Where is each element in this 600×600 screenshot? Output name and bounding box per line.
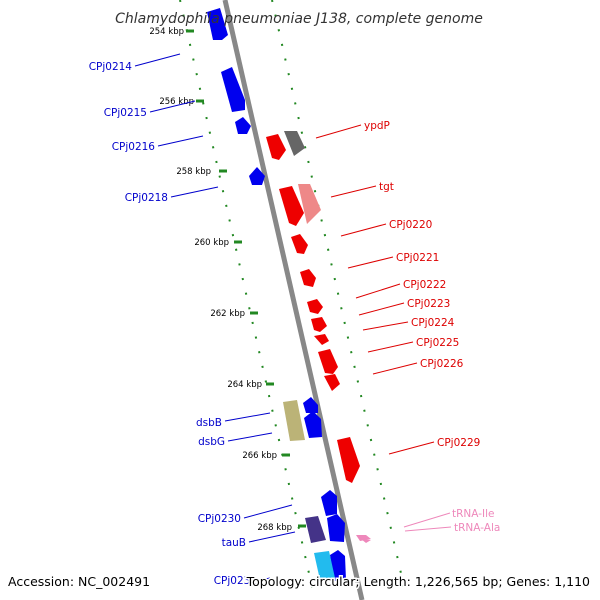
gene-label-cpj0224[interactable]: CPj0224 [411,317,455,329]
gene-label-cpj0215[interactable]: CPj0215 [104,107,147,119]
gene-label-cpj0220[interactable]: CPj0220 [389,219,432,231]
genome-backbone [222,0,365,600]
leader-line [362,321,409,331]
gene-arrow-red[interactable] [307,299,323,314]
leader-line [347,256,394,269]
gene-arrow-blue[interactable] [327,514,345,542]
kbp-label: 268 kbp [257,523,292,533]
trna-label-ala[interactable]: tRNA-Ala [454,522,500,534]
gene-label-cpj0232[interactable]: CPj0232 [214,575,257,587]
gene-label-dsbg[interactable]: dsbG [198,436,225,448]
gene-arrow-red[interactable] [266,134,286,160]
right-leader-lines [315,124,435,455]
leader-line [355,283,401,299]
leader-line [404,526,452,532]
leader-line [330,185,377,198]
left-leader-lines [134,53,296,581]
leader-line [157,135,204,147]
gene-arrow-blue[interactable] [304,411,322,438]
gene-label-dsbb[interactable]: dsbB [196,417,222,429]
gene-arrow-red[interactable] [318,349,338,374]
leader-line [259,577,271,581]
leader-line [170,186,219,198]
gene-arrow-red[interactable] [279,186,304,226]
gene-label-cpj0221[interactable]: CPj0221 [396,252,439,264]
gene-arrow-navy[interactable] [305,516,326,543]
gene-arrow-red[interactable] [311,317,327,332]
leader-line [367,341,414,353]
left-gene-labels[interactable]: CPj0214 CPj0215 CPj0216 CPj0218 dsbB dsb… [89,61,257,587]
trna-label-ile[interactable]: tRNA-Ile [452,508,494,520]
gene-label-cpj0216[interactable]: CPj0216 [112,141,156,153]
right-gene-labels[interactable]: ypdP tgt CPj0220 CPj0221 CPj0222 CPj0223… [364,120,480,449]
gene-arrow-cyan[interactable] [314,551,335,580]
leader-line [340,223,387,237]
kbp-major-ticks [186,29,306,528]
kbp-label: 254 kbp [149,27,184,37]
gene-arrow-blue[interactable] [303,397,318,413]
leader-line [248,531,296,543]
gene-arrow-red[interactable] [300,269,316,287]
gene-arrow-red[interactable] [291,234,308,254]
gene-label-cpj0225[interactable]: CPj0225 [416,337,459,349]
leader-line [403,512,451,528]
leader-line [227,432,273,442]
leader-line [315,124,362,139]
leader-line [224,412,271,422]
gene-arrow-red[interactable] [324,374,340,391]
gene-arrow-blue[interactable] [321,490,337,516]
kbp-label: 262 kbp [210,309,245,319]
gene-features-right-strand[interactable] [266,131,371,580]
gene-arrow-blue[interactable] [249,167,265,185]
gene-arrow-red[interactable] [337,437,360,483]
trna-feature-pink[interactable] [356,535,371,541]
trna-labels[interactable]: tRNA-Ile tRNA-Ala [452,508,500,534]
trna-feature-pink[interactable] [361,539,371,543]
gene-label-tgt[interactable]: tgt [379,181,394,193]
trna-leader-lines [403,512,452,532]
kbp-scale-labels: 254 kbp 256 kbp 258 kbp 260 kbp 262 kbp … [149,27,292,533]
gene-label-cpj0214[interactable]: CPj0214 [89,61,133,73]
kbp-label: 256 kbp [159,97,194,107]
leader-line [358,302,405,316]
gene-arrow-blue[interactable] [235,117,251,134]
gene-arrow-blue[interactable] [330,550,346,581]
leader-line [243,504,293,519]
map-title: Chlamydophila pneumoniae J138, complete … [115,11,483,27]
gene-label-cpj0223[interactable]: CPj0223 [407,298,450,310]
gene-arrow-red[interactable] [314,334,329,345]
topology-summary-text: Topology: circular; Length: 1,226,565 bp… [246,574,590,589]
kbp-label: 264 kbp [227,380,262,390]
accession-text: Accession: NC_002491 [8,574,150,589]
gene-arrow-blue[interactable] [207,8,228,40]
gene-arrow-olive[interactable] [283,400,305,441]
leader-line [388,441,435,455]
kbp-label: 266 kbp [242,451,277,461]
leader-line [149,100,196,113]
gene-features-left-strand[interactable] [207,8,346,581]
kbp-label: 258 kbp [176,167,211,177]
gene-arrow-gray[interactable] [284,131,305,156]
gene-label-cpj0218[interactable]: CPj0218 [125,192,168,204]
gene-label-cpj0230[interactable]: CPj0230 [198,513,241,525]
gene-label-ypdp[interactable]: ypdP [364,120,390,132]
gene-label-cpj0226[interactable]: CPj0226 [420,358,464,370]
kbp-label: 260 kbp [194,238,229,248]
leader-line [134,53,181,67]
gene-label-taub[interactable]: tauB [222,537,246,549]
gene-label-cpj0229[interactable]: CPj0229 [437,437,480,449]
leader-line [372,362,418,375]
gene-label-cpj0222[interactable]: CPj0222 [403,279,446,291]
gene-arrow-blue[interactable] [221,67,245,112]
gene-arrow-pink[interactable] [298,184,321,224]
